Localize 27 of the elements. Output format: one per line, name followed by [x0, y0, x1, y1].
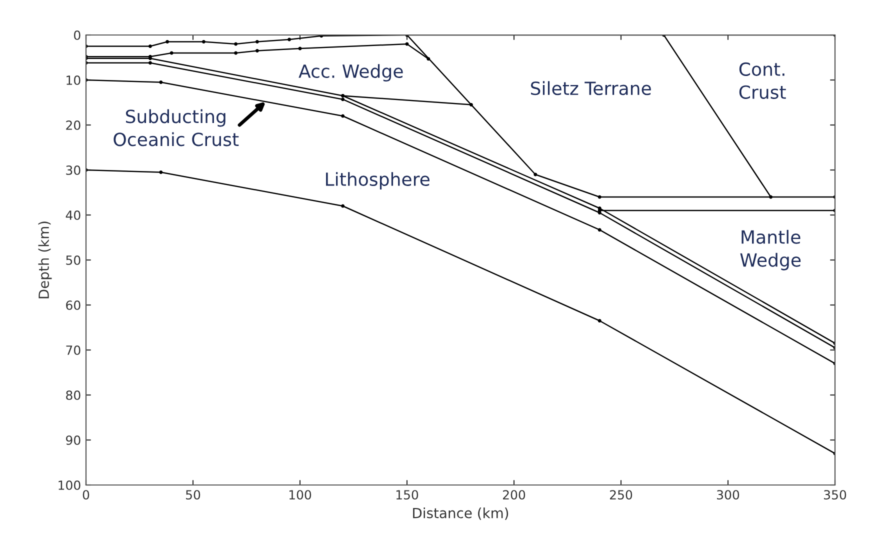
x-tick-label: 200 — [502, 490, 526, 500]
y-tick-label: 50 — [66, 255, 80, 265]
y-tick-label: 90 — [66, 435, 80, 445]
x-tick-label: 0 — [82, 490, 90, 500]
y-tick-label: 40 — [66, 210, 80, 220]
annotation: Acc. Wedge — [298, 64, 403, 82]
y-tick-label: 30 — [66, 165, 80, 175]
y-axis-title: Depth (km) — [38, 222, 52, 298]
annotation: Mantle Wedge — [740, 230, 801, 270]
x-axis-title: Distance (km) — [413, 508, 508, 520]
x-tick-label: 50 — [186, 490, 200, 500]
y-tick-label: 70 — [66, 345, 80, 355]
y-tick-label: 10 — [66, 75, 80, 85]
annotation: Cont. Crust — [739, 62, 786, 99]
y-tick-label: 0 — [74, 30, 80, 40]
x-tick-label: 100 — [289, 490, 312, 500]
y-tick-label: 100 — [58, 480, 80, 490]
annotation: Siletz Terrane — [530, 81, 651, 96]
annotation: Lithosphere — [326, 172, 430, 190]
y-tick-label: 60 — [66, 300, 80, 310]
x-tick-label: 250 — [610, 490, 632, 500]
x-tick-label: 150 — [396, 490, 418, 500]
x-tick-label: 350 — [824, 490, 846, 500]
y-tick-label: 20 — [66, 120, 80, 130]
y-tick-label: 80 — [66, 390, 80, 400]
x-tick-label: 300 — [717, 490, 740, 500]
annotation: Subducting Oceanic Crust — [114, 109, 239, 146]
